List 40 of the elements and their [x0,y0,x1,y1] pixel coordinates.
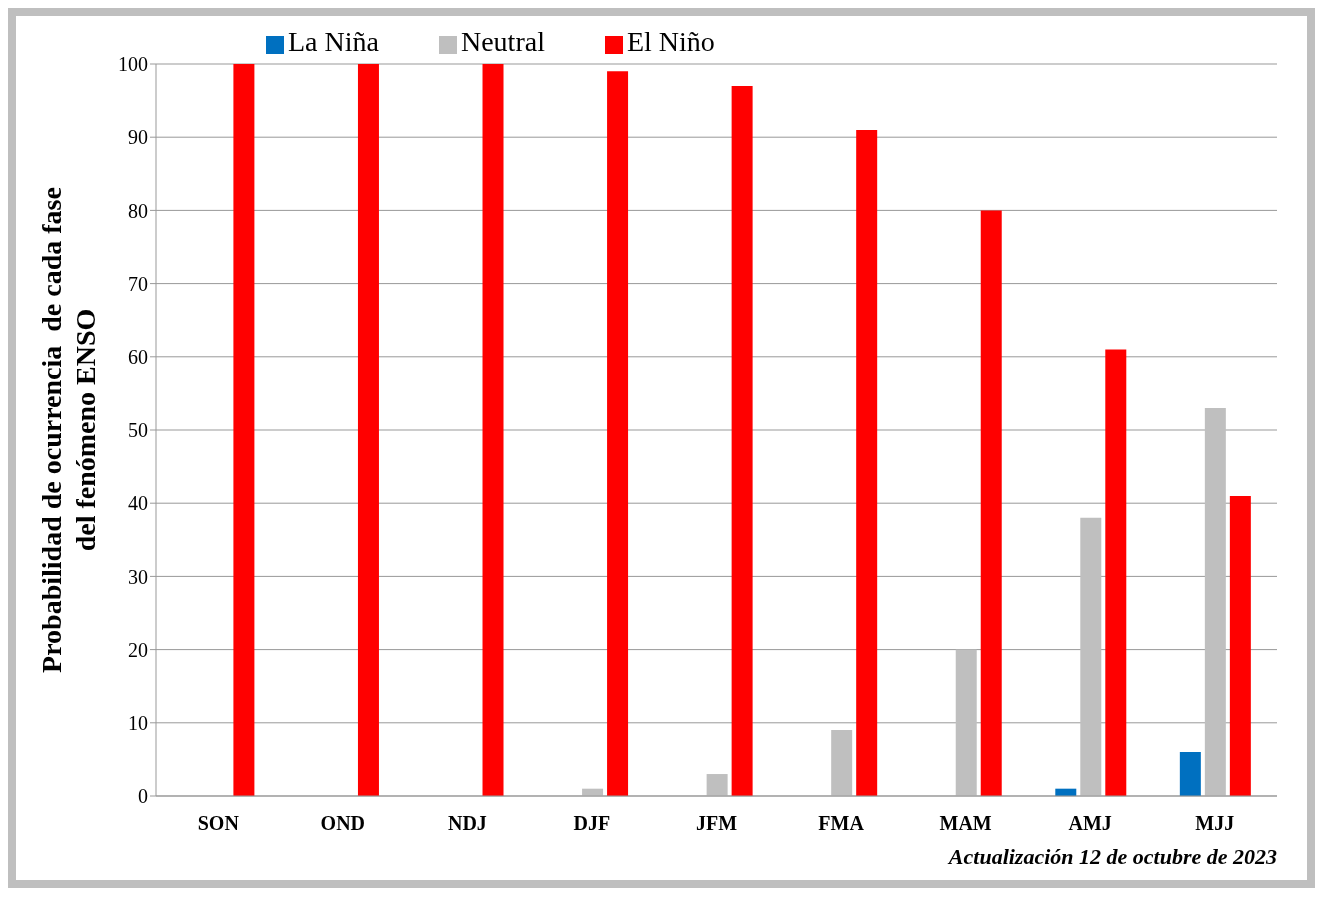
y-tick-label: 80 [128,199,148,222]
y-tick-label: 30 [128,565,148,588]
y-tick-label: 70 [128,272,148,295]
y-tick-label: 60 [128,345,148,368]
x-tick-label: DJF [573,812,611,835]
legend-label: Neutral [460,26,545,57]
bar [1179,752,1201,796]
bar [1229,495,1251,796]
bar [831,730,853,796]
x-tick-label: MJJ [1195,812,1235,835]
x-tick-label: AMJ [1068,812,1112,835]
y-axis-title: Probabilidad de ocurrencia de cada fase del fenómeno ENSO [36,187,101,673]
x-tick-label: MAM [939,812,992,835]
bar [955,649,977,796]
bar [731,85,753,796]
y-tick-label: 100 [118,53,148,76]
legend-label: El Niño [626,26,715,57]
y-tick-label: 20 [128,638,148,661]
x-tick-label: OND [320,812,366,835]
x-tick-label: NDJ [447,812,487,835]
bar [357,64,379,796]
x-tick-label: JFM [695,812,738,835]
y-tick-label: 0 [138,785,148,808]
x-tick-label: FMA [818,812,865,835]
bar [856,129,878,796]
bar [1204,408,1226,796]
bar [607,71,629,796]
text: Actualización 12 de octubre de 2023 [948,844,1277,870]
x-tick-label: SON [197,812,240,835]
bar [1105,349,1127,796]
y-tick-label: 40 [128,492,148,515]
y-tick-label: 50 [128,419,148,442]
bar [1080,517,1102,796]
bar [706,774,728,796]
y-tick-label: 10 [128,711,148,734]
bar [482,64,504,796]
y-tick-label: 90 [128,126,148,149]
legend-label: La Niña [288,26,379,57]
bar [980,210,1002,796]
bar [233,64,255,796]
